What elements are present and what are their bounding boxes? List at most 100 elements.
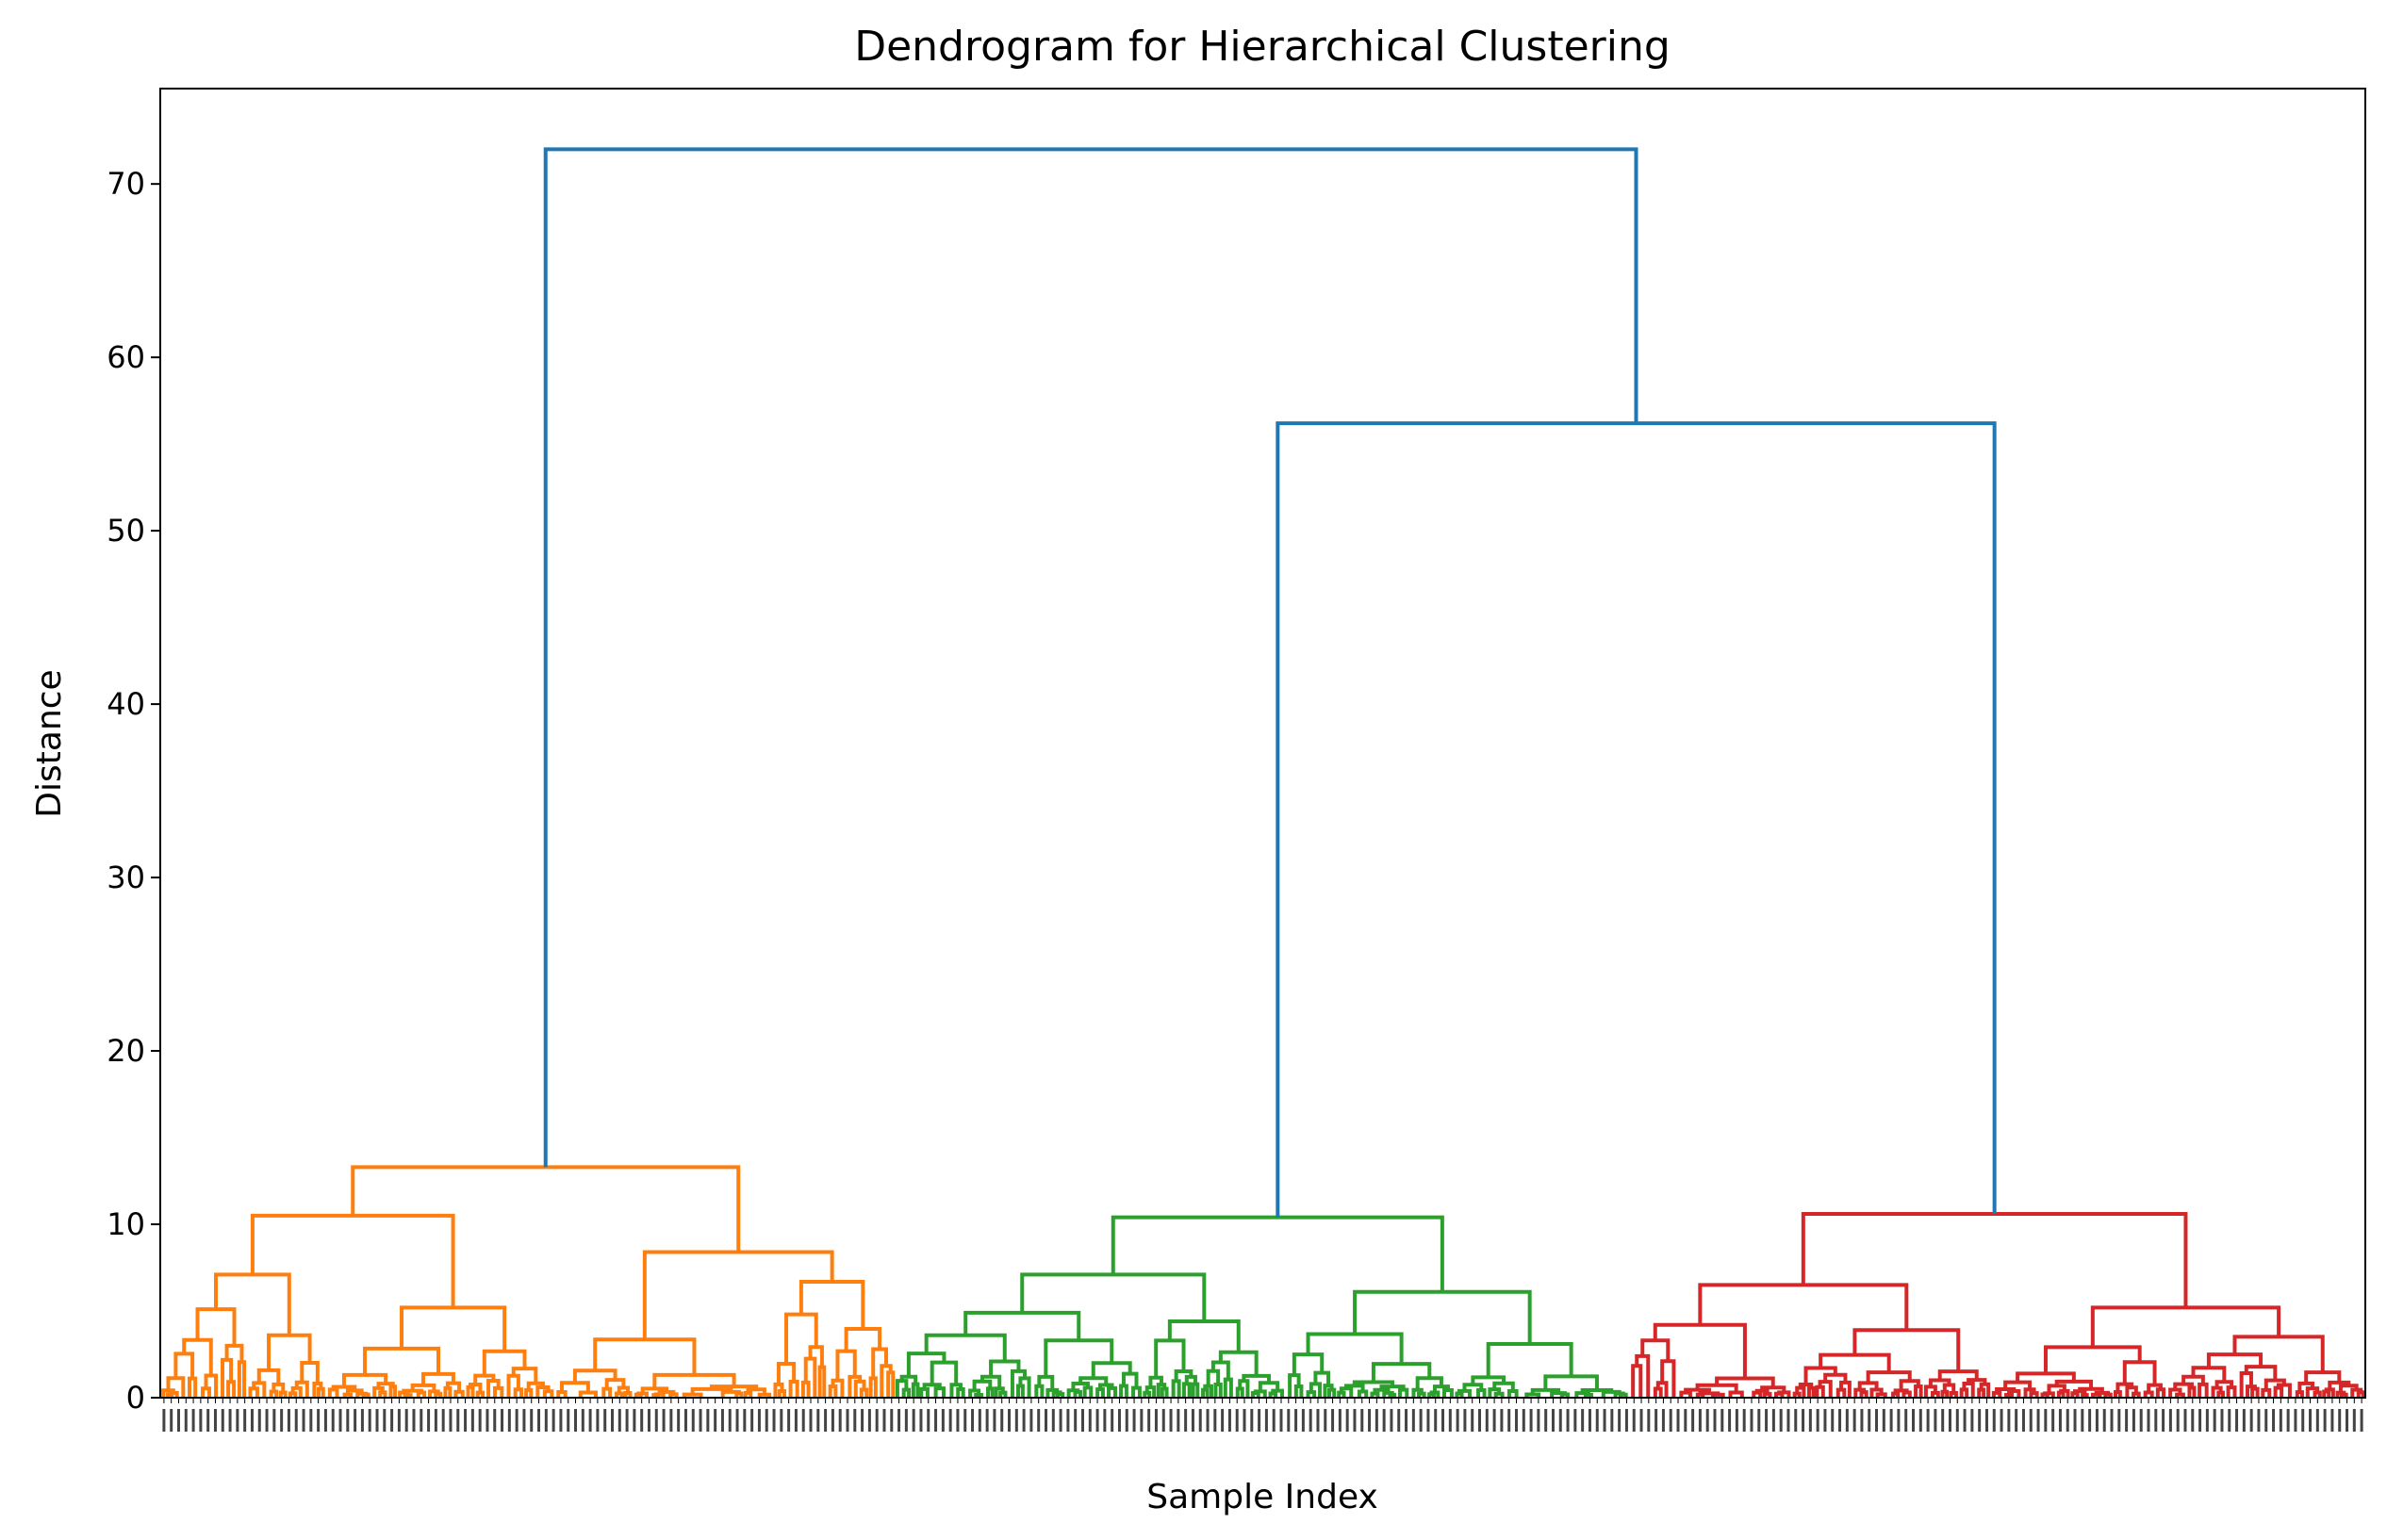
leaf-index-label	[677, 1409, 681, 1432]
leaf-index-label	[2176, 1409, 2180, 1432]
leaf-index-label	[1434, 1409, 1438, 1432]
dendrogram-link	[2191, 1366, 2227, 1383]
leaf-index-label	[1250, 1409, 1254, 1432]
leaf-index-label	[2220, 1409, 2224, 1432]
leaf-index-label	[1198, 1409, 1202, 1432]
leaf-index-label	[390, 1409, 394, 1432]
leaf-index-label	[1029, 1409, 1033, 1432]
leaf-index-label	[1169, 1409, 1173, 1432]
dendrogram-link	[376, 1382, 395, 1388]
dendrogram-link	[2023, 1387, 2036, 1398]
leaf-index-label	[323, 1409, 327, 1432]
leaf-index-label	[2257, 1409, 2261, 1432]
dendrogram-link	[2043, 1345, 2142, 1374]
leaf-index-label	[1235, 1409, 1239, 1432]
leaf-index-label	[383, 1409, 387, 1432]
leaf-index-label	[640, 1409, 644, 1432]
dendrogram-link	[653, 1392, 666, 1398]
dendrogram-link	[316, 1386, 325, 1398]
dendrogram-link	[1991, 1390, 2002, 1398]
leaf-index-label	[1918, 1409, 1922, 1432]
dendrogram-link	[1777, 1390, 1791, 1398]
dendrogram-link	[2261, 1387, 2272, 1398]
y-tick-label: 50	[107, 513, 145, 549]
dendrogram-link	[288, 1391, 298, 1398]
leaf-index-label	[1860, 1409, 1864, 1432]
dendrogram-link	[604, 1378, 626, 1389]
leaf-index-label	[1529, 1409, 1533, 1432]
leaf-index-label	[985, 1409, 989, 1432]
dendrogram-link	[1148, 1375, 1163, 1388]
y-tick-label: 70	[107, 166, 145, 202]
dendrogram-link	[224, 1343, 244, 1363]
leaf-index-label	[948, 1409, 952, 1432]
leaf-index-label	[2294, 1409, 2297, 1432]
dendrogram-link	[1309, 1382, 1322, 1398]
leaf-index-label	[464, 1409, 468, 1432]
leaf-index-label	[1705, 1409, 1709, 1432]
leaf-index-label	[1691, 1409, 1695, 1432]
leaf-index-label	[1478, 1409, 1482, 1432]
leaf-index-label	[750, 1409, 754, 1432]
dendrogram-link	[272, 1382, 286, 1393]
dendrogram-link	[443, 1385, 453, 1398]
leaf-index-label	[934, 1409, 938, 1432]
leaf-index-label	[1014, 1409, 1018, 1432]
dendrogram-link	[853, 1379, 866, 1398]
dendrogram-link	[1653, 1386, 1663, 1398]
leaf-index-label	[1816, 1409, 1819, 1432]
leaf-index-label	[1581, 1409, 1585, 1432]
leaf-index-label	[1066, 1409, 1070, 1432]
leaf-index-label	[1301, 1409, 1305, 1432]
dendrogram-link	[2273, 1385, 2284, 1398]
leaf-index-label	[250, 1409, 254, 1432]
leaf-index-label	[1831, 1409, 1835, 1432]
dendrogram-link	[378, 1390, 387, 1398]
leaf-index-label	[691, 1409, 695, 1432]
leaf-index-label	[1757, 1409, 1761, 1432]
dendrogram-link	[784, 1312, 818, 1364]
leaf-index-label	[199, 1409, 203, 1432]
dendrogram-link	[1839, 1380, 1852, 1398]
dendrogram-link	[1258, 1381, 1280, 1392]
leaf-index-label	[2147, 1409, 2150, 1432]
dendrogram-link	[994, 1386, 1005, 1398]
leaf-index-label	[1471, 1409, 1474, 1432]
dendrogram-link	[1353, 1289, 1532, 1345]
leaf-index-label	[1331, 1409, 1335, 1432]
leaf-index-label	[1095, 1409, 1099, 1432]
dendrogram-link	[1370, 1391, 1380, 1398]
dendrogram-link	[248, 1386, 259, 1398]
dendrogram-link	[2295, 1390, 2304, 1398]
leaf-index-label	[1669, 1409, 1672, 1432]
dendrogram-link	[1276, 421, 1997, 1218]
leaf-index-label	[625, 1409, 629, 1432]
dendrogram-link	[1397, 1387, 1409, 1398]
leaf-index-label	[1779, 1409, 1783, 1432]
leaf-index-label	[360, 1409, 364, 1432]
leaf-index-label	[2242, 1409, 2246, 1432]
x-axis-label: Sample Index	[1146, 1478, 1378, 1516]
dendrogram-link	[901, 1387, 912, 1398]
leaf-index-label	[2272, 1409, 2276, 1432]
leaf-index-label	[1044, 1409, 1047, 1432]
dendrogram-link	[1210, 1360, 1230, 1380]
leaf-index-label	[1258, 1409, 1261, 1432]
leaf-index-label	[1309, 1409, 1312, 1432]
leaf-index-label	[904, 1409, 908, 1432]
dendrogram-link	[453, 1389, 465, 1398]
leaf-index-label	[2088, 1409, 2092, 1432]
leaf-index-label	[2044, 1409, 2048, 1432]
leaf-index-label	[2081, 1409, 2084, 1432]
leaf-index-label	[1897, 1409, 1901, 1432]
dendrogram-link	[1119, 1384, 1128, 1398]
leaf-index-label	[470, 1409, 474, 1432]
dendrogram-link	[1580, 1387, 1614, 1394]
dendrogram-link	[1344, 1384, 1365, 1392]
dendrogram-link	[403, 1393, 413, 1398]
dendrogram-link	[1492, 1381, 1515, 1391]
dendrogram-link	[1852, 1328, 1961, 1372]
dendrogram-link	[1506, 1388, 1519, 1398]
leaf-index-label	[919, 1409, 923, 1432]
